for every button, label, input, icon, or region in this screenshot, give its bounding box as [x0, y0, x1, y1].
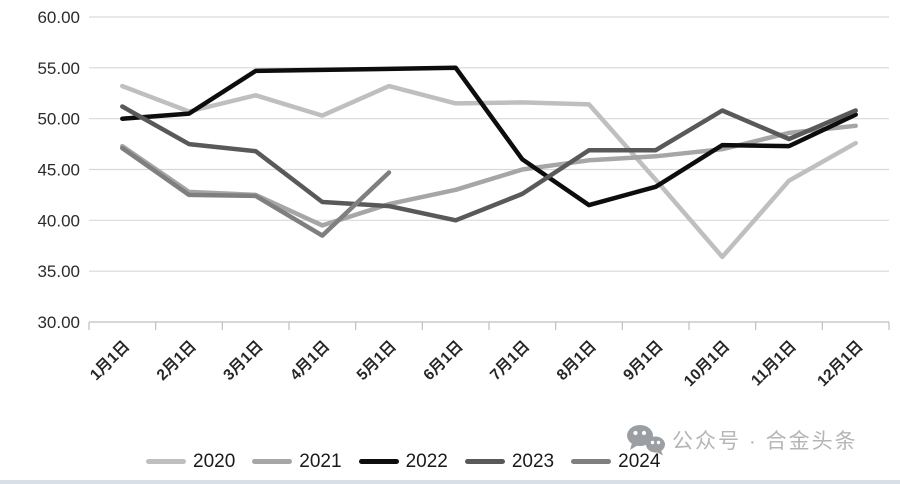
legend-label-2023: 2023 [511, 451, 555, 472]
y-axis-label: 40.00 [37, 211, 80, 230]
x-axis-label: 11月1日 [747, 337, 799, 389]
y-axis-label: 60.00 [37, 8, 80, 27]
watermark-text: 公众号 · 合金头条 [672, 430, 858, 453]
legend-item-2024: 2024 [571, 452, 660, 471]
bottom-strip [0, 480, 900, 484]
y-axis-label: 50.00 [37, 110, 80, 129]
legend-swatch-2020 [146, 459, 186, 464]
series-line-2021 [120, 123, 858, 228]
y-axis-label: 35.00 [37, 262, 80, 281]
y-axis-label: 45.00 [37, 161, 80, 180]
x-axis-label: 2月1日 [153, 337, 200, 384]
legend-swatch-2024 [571, 459, 612, 464]
x-axis-label: 5月1日 [353, 337, 400, 384]
series-line-2020 [120, 83, 858, 260]
x-axis-label: 6月1日 [420, 337, 467, 384]
y-axis-label: 55.00 [37, 59, 80, 78]
legend-label-2020: 2020 [193, 451, 236, 472]
legend-label-2024: 2024 [618, 451, 661, 472]
legend-item-2021: 2021 [252, 451, 342, 472]
x-axis-label: 3月1日 [220, 337, 267, 384]
legend-item-2023: 2023 [464, 451, 555, 472]
wechat-icon [627, 425, 665, 456]
legend-item-2022: 2022 [358, 451, 448, 472]
x-axis-label: 12月1日 [814, 337, 867, 390]
x-axis-label: 10月1日 [680, 337, 733, 390]
legend-swatch-2022 [358, 459, 399, 464]
chart-legend: 2020 2021 2022 2023 2024 [146, 452, 677, 471]
y-axis-label: 30.00 [37, 313, 80, 332]
legend-label-2022: 2022 [405, 451, 448, 472]
legend-swatch-2023 [464, 459, 505, 464]
series-line-2024 [120, 145, 392, 238]
watermark: 公众号 · 合金头条 [626, 423, 858, 457]
x-axis-label: 9月1日 [620, 337, 667, 384]
legend-label-2021: 2021 [299, 451, 342, 472]
x-axis-label: 4月1日 [286, 337, 333, 384]
x-axis-label: 8月1日 [553, 337, 600, 384]
series-line-2022 [120, 65, 858, 208]
legend-swatch-2021 [252, 459, 293, 464]
x-axis-label: 1月1日 [86, 337, 133, 384]
series-line-2023 [120, 104, 858, 223]
legend-item-2020: 2020 [146, 452, 235, 471]
x-axis-label: 7月1日 [486, 337, 533, 384]
